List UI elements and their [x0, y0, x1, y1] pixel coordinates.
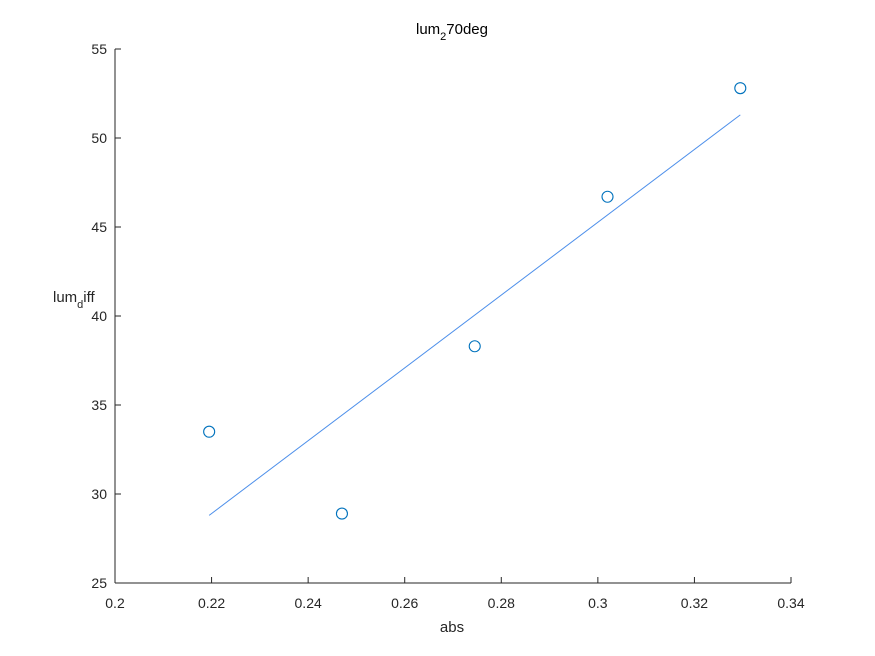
- axes: [114, 49, 791, 584]
- y-tick-label: 40: [91, 308, 107, 324]
- x-axis-label: abs: [440, 619, 464, 636]
- fit-line: [208, 114, 741, 516]
- y-axis-label: lumdiff: [53, 289, 96, 311]
- x-tick-label: 0.32: [681, 595, 708, 611]
- data-point: [734, 82, 747, 95]
- x-tick-label: 0.34: [777, 595, 804, 611]
- x-tick-label: 0.26: [391, 595, 418, 611]
- y-tick-label: 35: [91, 397, 107, 413]
- data-point: [468, 340, 481, 353]
- x-axis-ticks: 0.2 0.22 0.24 0.26 0.28 0.3 0.32 0.34: [105, 577, 805, 611]
- x-tick-label: 0.22: [198, 595, 225, 611]
- y-axis-ticks: 25 30 35 40 45 50 55: [91, 41, 121, 591]
- data-point: [601, 190, 614, 203]
- y-tick-label: 50: [91, 130, 107, 146]
- y-tick-label: 55: [91, 41, 107, 57]
- y-tick-label: 30: [91, 486, 107, 502]
- y-tick-label: 25: [91, 575, 107, 591]
- y-tick-label: 45: [91, 219, 107, 235]
- data-point: [335, 507, 348, 520]
- data-point: [203, 425, 216, 438]
- x-tick-label: 0.2: [105, 595, 125, 611]
- x-tick-label: 0.28: [488, 595, 515, 611]
- x-tick-label: 0.3: [588, 595, 608, 611]
- chart-title: lum270deg: [416, 21, 488, 43]
- x-tick-label: 0.24: [295, 595, 322, 611]
- data-points-series: [203, 82, 747, 520]
- fit-line-series: [208, 114, 741, 516]
